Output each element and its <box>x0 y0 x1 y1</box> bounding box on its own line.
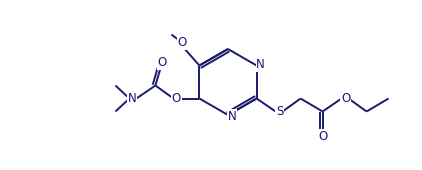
Text: O: O <box>318 130 327 143</box>
Text: O: O <box>172 92 181 105</box>
Text: N: N <box>128 92 137 105</box>
Text: O: O <box>341 92 350 105</box>
Text: S: S <box>276 105 283 118</box>
Text: O: O <box>178 36 187 49</box>
Text: N: N <box>227 109 236 123</box>
Text: N: N <box>256 58 265 71</box>
Text: O: O <box>158 56 167 69</box>
